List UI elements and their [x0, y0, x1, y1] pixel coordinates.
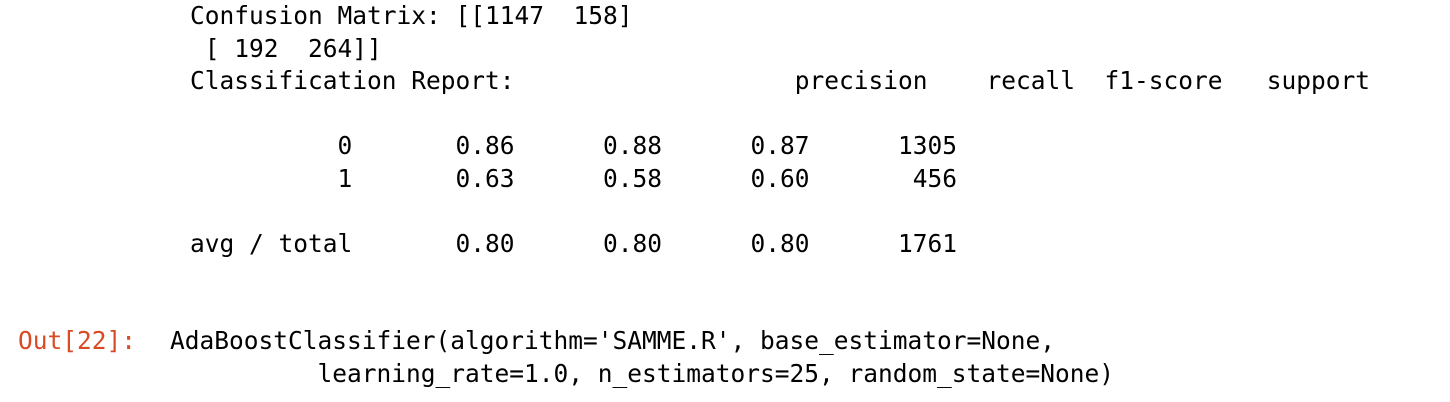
- cell-output-row: Out[22]: AdaBoostClassifier(algorithm='S…: [18, 325, 1114, 390]
- output-repr-text: AdaBoostClassifier(algorithm='SAMME.R', …: [170, 326, 1115, 388]
- cell-stdout-classification-report: Confusion Matrix: [[1147 158] [ 192 264]…: [190, 1, 1371, 258]
- out-prompt: Out[22]:: [18, 326, 137, 355]
